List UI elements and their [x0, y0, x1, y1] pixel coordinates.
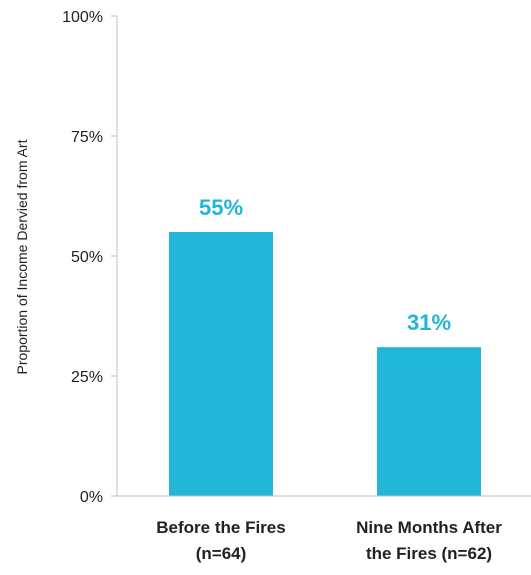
y-tick-label: 0%	[80, 489, 103, 506]
y-tick-label: 25%	[71, 369, 103, 386]
x-tick-label-line: the Fires (n=62)	[366, 544, 492, 563]
bars	[169, 232, 481, 496]
x-tick-label-line: Before the Fires	[156, 518, 285, 537]
y-tick-label: 100%	[62, 9, 103, 26]
data-label: 31%	[407, 310, 451, 335]
x-tick-label: Before the Fires (n=64)	[156, 518, 285, 563]
y-axis: 0% 25% 50% 75% 100%	[62, 9, 118, 506]
data-label: 55%	[199, 195, 243, 220]
y-tick-label: 75%	[71, 129, 103, 146]
x-tick-label-line: (n=64)	[196, 544, 247, 563]
x-tick-label-line: Nine Months After	[356, 518, 502, 537]
data-labels: 55% 31%	[199, 195, 451, 335]
bar	[169, 232, 273, 496]
x-tick-label: Nine Months After the Fires (n=62)	[356, 518, 502, 563]
bar	[377, 347, 481, 496]
y-tick-label: 50%	[71, 249, 103, 266]
y-axis-title: Proportion of Income Dervied from Art	[14, 139, 30, 374]
x-axis: Before the Fires (n=64) Nine Months After t…	[117, 495, 531, 563]
